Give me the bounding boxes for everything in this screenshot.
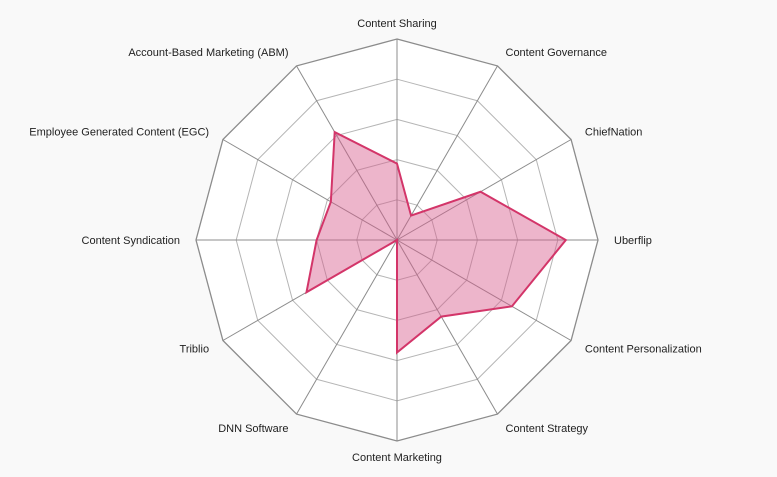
axis-label-11: Employee Generated Content (EGC): [29, 127, 209, 139]
spoke-8: [296, 239, 398, 415]
axis-label-9: Triblio: [180, 344, 210, 356]
axis-label-7: Content Marketing: [352, 452, 442, 464]
spoke-6: [396, 239, 498, 415]
spoke-12: [296, 65, 398, 241]
radar-series: [305, 130, 568, 355]
radar-axis-labels: Content Sharing Content Governance ChiefNa…: [29, 18, 701, 464]
axis-label-5: Content Personalization: [585, 344, 702, 356]
axis-label-2: Content Governance: [506, 47, 608, 59]
axis-label-12: Account-Based Marketing (ABM): [128, 47, 288, 59]
spoke-3: [396, 139, 572, 241]
series-area-1: [305, 130, 568, 355]
axis-label-6: Content Strategy: [506, 423, 589, 435]
axis-label-3: ChiefNation: [585, 127, 642, 139]
axis-label-1: Content Sharing: [357, 18, 437, 30]
axis-label-4: Uberflip: [614, 235, 652, 247]
axis-label-10: Content Syndication: [82, 235, 180, 247]
spoke-2: [396, 65, 498, 241]
axis-label-8: DNN Software: [218, 423, 288, 435]
spoke-11: [222, 139, 398, 241]
spoke-5: [396, 239, 572, 341]
